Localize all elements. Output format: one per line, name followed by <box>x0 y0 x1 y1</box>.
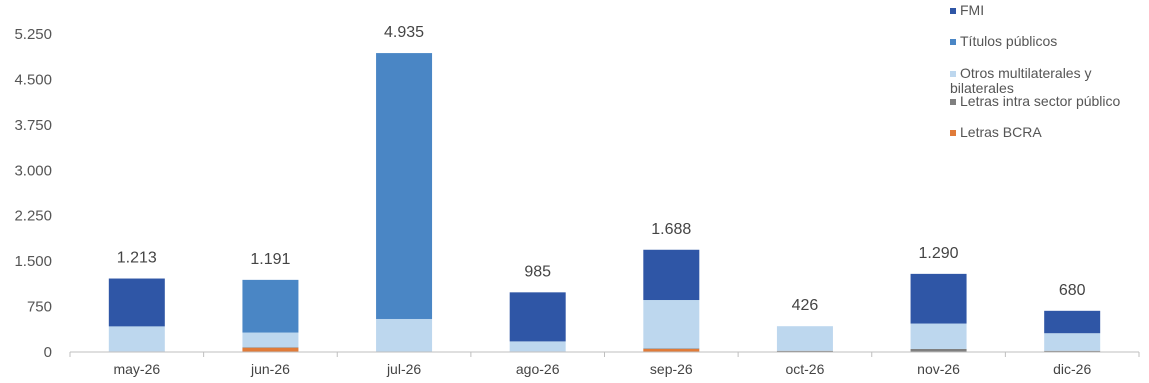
bar-segment <box>242 332 299 348</box>
x-tick-label: may-26 <box>113 361 160 377</box>
total-label: 1.688 <box>651 221 691 238</box>
y-tick-label: 3.750 <box>14 117 52 134</box>
legend-swatch <box>950 71 956 77</box>
bar-segment <box>376 53 433 319</box>
y-tick-label: 2.250 <box>14 208 52 225</box>
bar-segment <box>509 341 566 352</box>
legend-label: Títulos públicos <box>960 33 1057 49</box>
total-label: 985 <box>524 263 551 280</box>
bar-segment <box>910 323 967 349</box>
bar-segment <box>108 278 165 327</box>
y-tick-label: 4.500 <box>14 71 52 88</box>
x-tick-label: sep-26 <box>650 361 693 377</box>
legend: FMI Títulos públicos Otros multilaterales … <box>950 2 1121 140</box>
y-tick-label: 5.250 <box>14 26 52 43</box>
bar-segment <box>242 347 299 352</box>
legend-label: Otros multilaterales y bilaterales <box>950 65 1091 96</box>
bar-segment <box>776 350 833 352</box>
bar-segment <box>509 292 566 342</box>
bar-segment <box>643 300 700 349</box>
total-labels: 1.213 1.191 4.935 985 1.688 426 1.290 680 <box>117 24 1086 314</box>
bar-segment <box>643 348 700 349</box>
bars <box>108 53 1101 352</box>
x-tick-label: nov-26 <box>917 361 960 377</box>
bar-segment <box>242 347 299 348</box>
bar-segment <box>1044 333 1101 351</box>
bar-segment <box>643 348 700 352</box>
x-tick-label: jun-26 <box>250 361 290 377</box>
legend-swatch <box>950 99 956 105</box>
bar-segment <box>776 326 833 351</box>
bar-segment <box>643 249 700 301</box>
x-axis: may-26 jun-26 jul-26 ago-26 sep-26 oct-26 nov-… <box>69 351 1140 377</box>
total-label: 1.213 <box>117 250 157 267</box>
total-label: 426 <box>792 297 819 314</box>
legend-swatch <box>950 130 956 136</box>
total-label: 4.935 <box>384 24 424 41</box>
y-tick-label: 750 <box>27 299 52 316</box>
bar-segment <box>108 326 165 352</box>
x-tick-label: ago-26 <box>516 361 560 377</box>
total-label: 1.191 <box>250 251 290 268</box>
x-tick-label: oct-26 <box>785 361 824 377</box>
x-tick-label: dic-26 <box>1053 361 1091 377</box>
y-tick-label: 0 <box>44 344 52 361</box>
legend-label: Letras intra sector público <box>960 93 1121 109</box>
y-tick-label: 3.000 <box>14 162 52 179</box>
y-tick-label: 1.500 <box>14 253 52 270</box>
legend-label: Letras BCRA <box>960 124 1042 140</box>
total-label: 1.290 <box>919 245 959 262</box>
legend-label: FMI <box>960 2 984 18</box>
bar-segment <box>376 318 433 352</box>
y-axis: 0 750 1.500 2.250 3.000 3.750 4.500 5.250 <box>14 26 52 361</box>
legend-swatch <box>950 8 956 14</box>
x-tick-label: jul-26 <box>386 361 421 377</box>
bar-segment <box>242 279 299 333</box>
total-label: 680 <box>1059 282 1086 299</box>
bar-segment <box>910 348 967 352</box>
bar-segment <box>1044 350 1101 352</box>
bar-segment <box>910 273 967 324</box>
bar-segment <box>1044 310 1101 334</box>
legend-swatch <box>950 39 956 45</box>
